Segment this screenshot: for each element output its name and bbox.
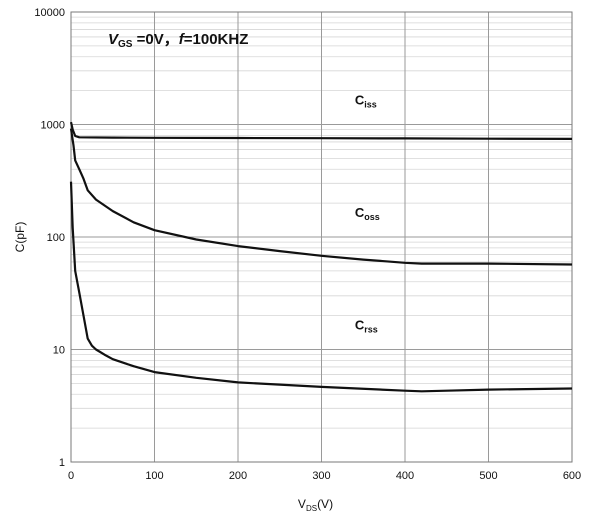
grid-layer	[70, 11, 573, 463]
x-tick-label: 0	[68, 470, 74, 482]
series-line-ciss	[69, 121, 573, 140]
x-axis-title: VDS(V)	[298, 497, 333, 513]
series-label-ciss: Ciss	[355, 93, 377, 110]
test-condition-label: VGS =0V，f=100KHZ	[108, 31, 248, 50]
label-layer: Ciss Coss Crss VGS =0V，f=100KHZ	[108, 31, 380, 335]
series-line-crss	[69, 181, 573, 393]
plot-frame	[70, 11, 573, 463]
y-tick-label: 1000	[41, 120, 65, 132]
y-tick-label: 10	[53, 345, 65, 357]
x-tick-label: 300	[312, 470, 330, 482]
y-axis-title: C(pF)	[13, 222, 27, 253]
x-tick-label: 400	[396, 470, 414, 482]
series-layer	[69, 121, 573, 393]
x-tick-label: 500	[479, 470, 497, 482]
y-tick-label: 1	[59, 457, 65, 469]
series-label-crss: Crss	[355, 318, 378, 335]
x-tick-label: 200	[229, 470, 247, 482]
y-tick-label: 100	[47, 232, 65, 244]
x-tick-label: 100	[145, 470, 163, 482]
axis-layer: 1 10 100 1000 10000 0 100 200 300 400 500 600 C(pF) V…	[13, 7, 581, 513]
series-line-coss	[69, 128, 573, 266]
series-label-coss: Coss	[355, 205, 380, 222]
x-tick-label: 600	[563, 470, 581, 482]
y-tick-label: 10000	[34, 7, 65, 19]
